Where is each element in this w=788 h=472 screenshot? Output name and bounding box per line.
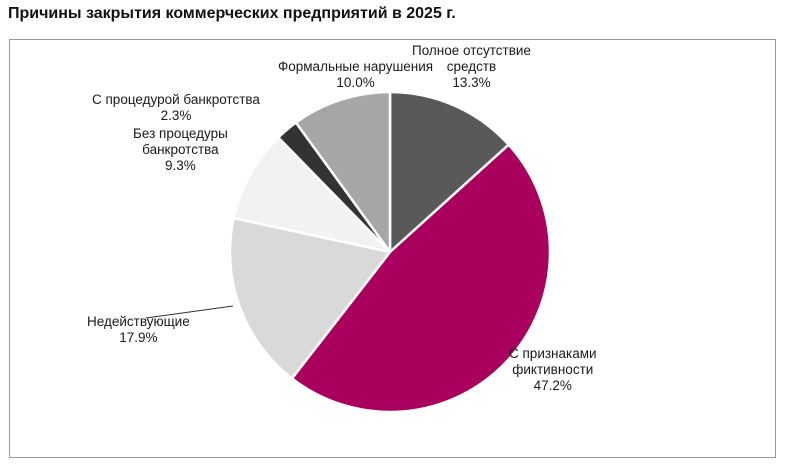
- label-text: Без процедуры: [133, 126, 228, 141]
- pie-slice-2: [228, 216, 392, 380]
- label-value: 10.0%: [336, 75, 375, 90]
- label-text: С признаками: [509, 346, 597, 361]
- pie-slice-3: [232, 136, 392, 254]
- pie-slice-1: [290, 143, 552, 414]
- label-value: 17.9%: [119, 330, 158, 345]
- pie-slice-5: [294, 90, 392, 254]
- label-s-proceduroy: С процедурой банкротства 2.3%: [92, 92, 260, 124]
- label-text: банкротства: [142, 142, 219, 157]
- label-bez-procedury: Без процедуры банкротства 9.3%: [133, 126, 228, 174]
- label-nedeystvuyushchie: Недействующие 17.9%: [87, 314, 190, 346]
- label-text: С процедурой банкротства: [92, 92, 260, 107]
- label-text: Полное отсутствие: [412, 43, 531, 58]
- label-value: 13.3%: [452, 75, 491, 90]
- label-text: средств: [446, 59, 497, 74]
- leader-line-nedeystvuyushchie: [145, 305, 234, 319]
- pie-slice-0: [388, 90, 510, 254]
- label-value: 9.3%: [165, 158, 196, 173]
- label-value: 47.2%: [533, 378, 572, 393]
- label-s-priznakami: С признаками фиктивности 47.2%: [509, 346, 597, 394]
- label-polnoe-otsutstvie: Полное отсутствие средств 13.3%: [412, 43, 531, 91]
- label-text: фиктивности: [512, 362, 594, 377]
- pie-slices: [228, 90, 552, 414]
- label-formalnye: Формальные нарушения 10.0%: [278, 59, 433, 91]
- chart-title: Причины закрытия коммерческих предприяти…: [8, 5, 456, 22]
- label-text: Формальные нарушения: [278, 59, 434, 74]
- label-value: 2.3%: [160, 108, 192, 123]
- label-text: Недействующие: [87, 314, 190, 329]
